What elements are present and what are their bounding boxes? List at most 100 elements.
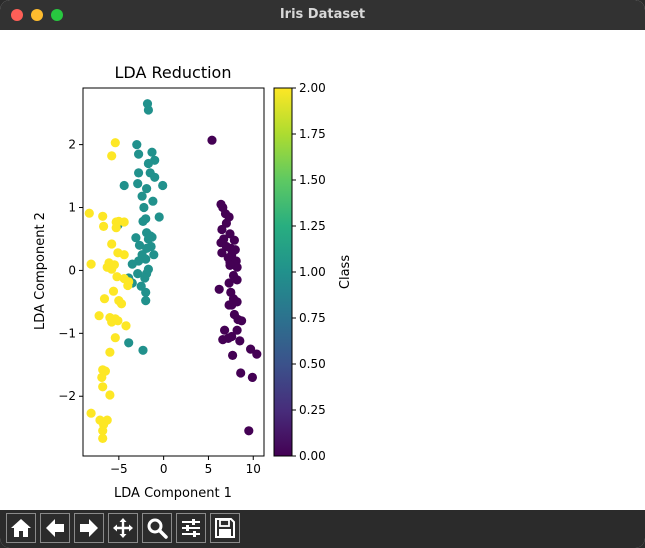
- point-class-2: [105, 347, 115, 357]
- point-class-1: [154, 212, 164, 222]
- point-class-2: [121, 321, 131, 331]
- colorbar: [273, 87, 293, 457]
- y-tick-label: −1: [58, 326, 76, 340]
- point-class-2: [94, 311, 104, 321]
- home-button[interactable]: [6, 513, 36, 543]
- point-class-1: [141, 254, 151, 264]
- point-class-2: [107, 239, 117, 249]
- configure-subplots-button[interactable]: [176, 513, 206, 543]
- point-class-2: [107, 151, 117, 161]
- point-class-2: [98, 211, 108, 221]
- point-class-1: [150, 172, 160, 182]
- point-class-2: [112, 272, 122, 282]
- points-layer: [84, 99, 262, 443]
- point-class-2: [108, 286, 119, 296]
- colorbar-tick-label: 1.75: [299, 127, 326, 141]
- point-class-1: [143, 158, 153, 169]
- point-class-2: [123, 280, 133, 291]
- colorbar-tick-label: 2.00: [299, 81, 326, 95]
- save-button[interactable]: [210, 513, 240, 543]
- x-tick-label: 5: [205, 462, 213, 476]
- zoom-window-icon[interactable]: [51, 9, 63, 21]
- x-axis-label: LDA Component 1: [114, 486, 232, 501]
- y-tick-label: 1: [68, 201, 76, 215]
- point-class-2: [86, 259, 96, 269]
- point-class-0: [247, 372, 257, 382]
- y-tick-label: 0: [68, 263, 76, 277]
- point-class-1: [119, 180, 129, 191]
- point-class-2: [84, 208, 94, 218]
- back-button[interactable]: [40, 513, 70, 543]
- point-class-0: [244, 426, 254, 436]
- navigation-toolbar: [0, 510, 645, 548]
- minimize-icon[interactable]: [31, 9, 43, 21]
- point-class-0: [214, 284, 224, 294]
- point-class-0: [228, 350, 238, 360]
- point-class-0: [217, 224, 227, 235]
- point-class-2: [97, 372, 107, 382]
- point-class-2: [98, 433, 108, 443]
- point-class-1: [137, 191, 147, 201]
- point-class-1: [124, 338, 134, 348]
- point-class-2: [110, 333, 120, 343]
- point-class-0: [225, 260, 235, 270]
- plot-frame: [82, 87, 265, 457]
- point-class-1: [134, 240, 145, 250]
- point-class-1: [141, 296, 151, 306]
- point-class-2: [98, 426, 108, 436]
- title-bar: Iris Dataset: [0, 0, 645, 30]
- colorbar-tick-label: 1.00: [299, 265, 326, 279]
- point-class-1: [143, 234, 153, 244]
- floppy-disk-icon: [215, 518, 235, 538]
- point-class-1: [142, 184, 152, 194]
- point-class-1: [134, 149, 144, 159]
- arrow-left-icon: [46, 519, 64, 537]
- y-axis-label: LDA Component 2: [33, 212, 48, 330]
- point-class-0: [224, 278, 234, 288]
- point-class-0: [232, 325, 242, 335]
- forward-button[interactable]: [74, 513, 104, 543]
- point-class-2: [119, 217, 129, 227]
- point-class-2: [86, 408, 96, 418]
- point-class-2: [99, 294, 110, 304]
- move-icon: [113, 518, 133, 538]
- y-axis-ticks: −2 −1 0 1 2: [58, 138, 83, 403]
- colorbar-ticks: 0.00 0.25 0.50 0.75 1.00 1.25 1.50 1.75 2.00: [292, 81, 326, 463]
- colorbar-tick-label: 0.00: [299, 449, 326, 463]
- x-tick-label: 0: [160, 462, 168, 476]
- pan-button[interactable]: [108, 513, 138, 543]
- point-class-1: [148, 196, 158, 206]
- zoom-icon: [147, 518, 168, 539]
- point-class-1: [138, 345, 148, 355]
- point-class-1: [133, 269, 143, 279]
- y-tick-label: −2: [58, 389, 76, 403]
- point-class-2: [110, 138, 120, 148]
- point-class-1: [134, 168, 144, 178]
- colorbar-tick-label: 0.75: [299, 311, 326, 325]
- point-class-2: [98, 382, 108, 392]
- point-class-0: [252, 349, 262, 359]
- point-class-0: [246, 344, 256, 354]
- point-class-0: [217, 248, 227, 258]
- point-class-0: [236, 368, 246, 378]
- x-axis-ticks: −5 0 5 10: [110, 456, 261, 476]
- point-class-2: [111, 223, 121, 233]
- close-icon[interactable]: [11, 9, 23, 21]
- point-class-0: [207, 135, 217, 145]
- zoom-button[interactable]: [142, 513, 172, 543]
- point-class-1: [158, 180, 168, 191]
- point-class-2: [107, 317, 117, 327]
- arrow-right-icon: [80, 519, 98, 537]
- figure-canvas[interactable]: LDA Reduction LDA Component 1 LDA Compon…: [3, 30, 642, 510]
- point-class-0: [235, 336, 245, 346]
- point-class-1: [133, 179, 143, 189]
- x-tick-label: 10: [246, 462, 261, 476]
- point-class-2: [107, 264, 117, 274]
- point-class-1: [127, 259, 137, 269]
- window-title: Iris Dataset: [279, 7, 366, 22]
- point-class-1: [141, 287, 151, 297]
- colorbar-tick-label: 0.50: [299, 357, 326, 371]
- point-class-1: [132, 140, 142, 150]
- point-class-1: [131, 233, 141, 243]
